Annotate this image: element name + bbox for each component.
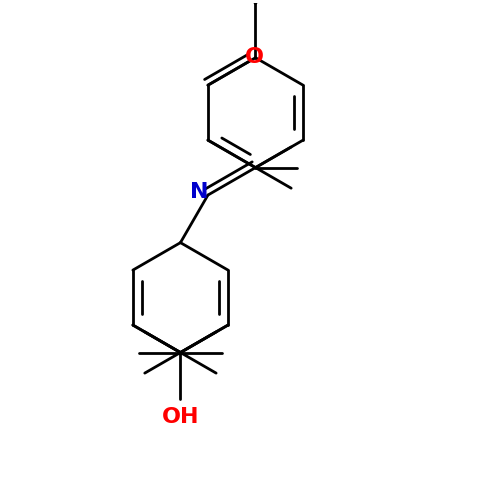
Text: N: N <box>190 182 209 203</box>
Text: OH: OH <box>162 408 199 428</box>
Text: O: O <box>245 46 264 66</box>
